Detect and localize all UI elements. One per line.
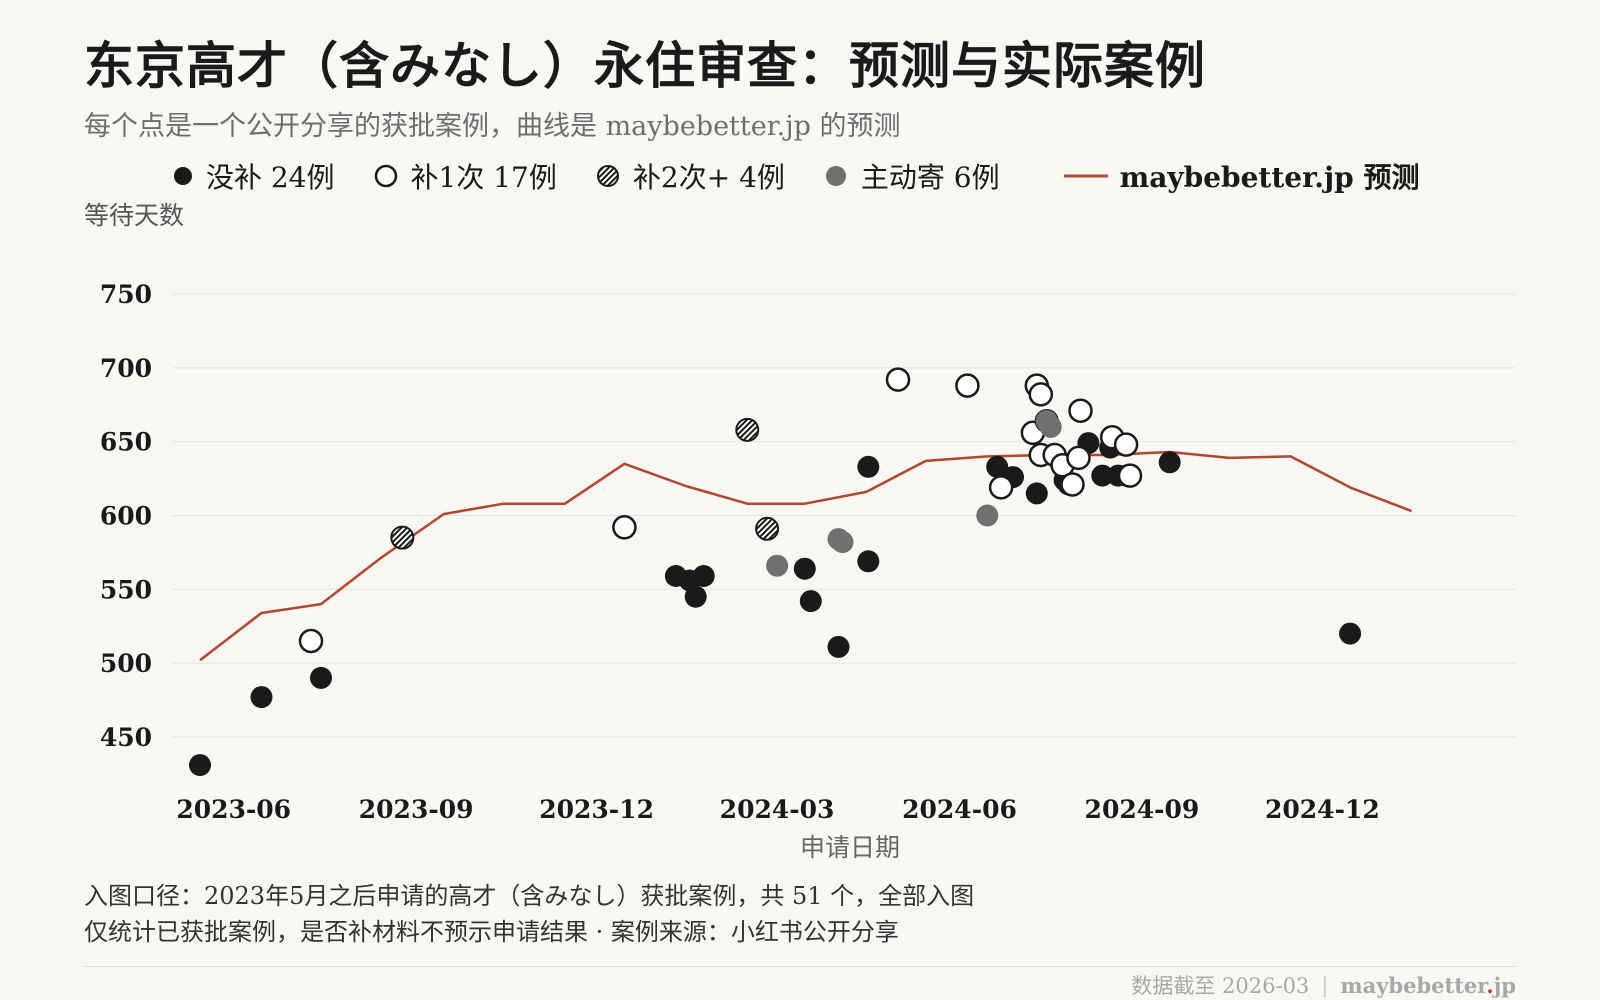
x-tick-label: 2023-06 xyxy=(176,795,291,824)
point-no-supplement xyxy=(857,455,880,478)
point-supplement-once xyxy=(1113,432,1139,457)
point-supplement-twice xyxy=(735,417,760,442)
y-tick-label: 700 xyxy=(100,354,152,383)
chart-title: 东京高才（含みなし）永住审查：预测与实际案例 xyxy=(84,36,1206,95)
point-voluntary-mail xyxy=(1039,415,1062,438)
prediction-line xyxy=(199,450,1413,662)
point-no-supplement xyxy=(189,754,211,777)
point-no-supplement xyxy=(1158,451,1181,474)
y-tick-label: 500 xyxy=(100,649,152,678)
brand-dot: . xyxy=(1486,972,1494,998)
point-supplement-once xyxy=(1028,382,1054,407)
point-supplement-once xyxy=(885,367,911,392)
hatched-dot-icon xyxy=(596,165,619,187)
point-supplement-once xyxy=(1060,472,1085,497)
grey-dot-icon xyxy=(825,166,846,186)
y-tick-label: 750 xyxy=(100,280,152,309)
legend-item-prediction: maybebetter.jp 预测 xyxy=(1063,156,1420,196)
y-tick-label: 600 xyxy=(100,502,152,531)
point-supplement-twice xyxy=(755,516,780,541)
legend-item-no-supplement: 没补 24例 xyxy=(172,156,335,196)
footer: 数据截至 2026-03 | maybebetter.jp xyxy=(1131,970,1516,1000)
point-voluntary-mail xyxy=(766,554,789,577)
point-supplement-once xyxy=(1068,398,1093,423)
legend-item-voluntary-mail: 主动寄 6例 xyxy=(823,156,1000,196)
point-supplement-once xyxy=(988,475,1014,500)
footer-divider xyxy=(84,966,1516,967)
point-supplement-once xyxy=(1117,463,1143,488)
point-voluntary-mail xyxy=(831,531,854,554)
legend-item-supplement-twice: 补2次+ 4例 xyxy=(595,156,785,196)
point-no-supplement xyxy=(857,550,880,573)
point-no-supplement xyxy=(799,590,822,613)
legend: 没补 24例 补1次 17例 补2次+ 4例 主动寄 6例 maybebette… xyxy=(172,156,1458,196)
x-tick-label: 2024-12 xyxy=(1265,795,1380,824)
point-no-supplement xyxy=(793,557,816,580)
y-tick-label: 650 xyxy=(100,428,152,457)
point-voluntary-mail xyxy=(976,504,999,527)
note-disclaimer: 仅统计已获批案例，是否补材料不预示申请结果 · 案例来源：小红书公开分享 xyxy=(84,918,899,946)
point-supplement-once xyxy=(612,515,637,540)
point-no-supplement xyxy=(1025,482,1048,505)
legend-label-supplement-twice: 补2次+ 4例 xyxy=(632,161,785,194)
x-tick-label: 2024-06 xyxy=(902,795,1017,824)
legend-item-supplement-once: 补1次 17例 xyxy=(373,156,557,196)
point-no-supplement xyxy=(692,565,715,587)
legend-label-supplement-once: 补1次 17例 xyxy=(410,161,557,194)
point-no-supplement xyxy=(827,635,850,658)
note-scope: 入图口径：2023年5月之后申请的高才（含みなし）获批案例，共 51 个，全部入… xyxy=(84,882,975,910)
filled-dot-icon xyxy=(174,167,192,185)
y-axis-title: 等待天数 xyxy=(84,201,185,230)
legend-label-prediction: maybebetter.jp 预测 xyxy=(1119,161,1420,194)
x-tick-label: 2023-12 xyxy=(539,795,654,824)
data-date: 数据截至 2026-03 xyxy=(1131,974,1310,998)
x-axis-title: 申请日期 xyxy=(799,833,900,862)
chart-subtitle: 每个点是一个公开分享的获批案例，曲线是 maybebetter.jp 的预测 xyxy=(84,111,901,142)
x-tick-label: 2024-03 xyxy=(720,795,835,824)
point-supplement-once xyxy=(298,628,324,654)
brand-name: maybebetter xyxy=(1340,972,1487,998)
y-tick-label: 550 xyxy=(100,575,152,604)
point-no-supplement xyxy=(1339,622,1362,645)
point-no-supplement xyxy=(250,686,273,709)
legend-label-no-supplement: 没补 24例 xyxy=(206,161,335,194)
prediction-line-icon xyxy=(1063,174,1108,178)
point-supplement-twice xyxy=(390,525,415,550)
x-tick-label: 2023-09 xyxy=(359,795,474,824)
y-tick-label: 450 xyxy=(100,723,152,752)
point-no-supplement xyxy=(684,585,707,608)
point-supplement-once xyxy=(955,373,980,398)
point-supplement-once xyxy=(1066,445,1091,471)
footer-separator: | xyxy=(1321,973,1329,997)
point-no-supplement xyxy=(1091,464,1114,487)
brand-suffix: jp xyxy=(1493,972,1516,998)
footer-brand: maybebetter.jp xyxy=(1340,973,1516,998)
x-tick-label: 2024-09 xyxy=(1085,795,1200,824)
point-no-supplement xyxy=(310,666,332,689)
point-no-supplement xyxy=(986,455,1009,478)
hollow-dot-icon xyxy=(374,164,397,188)
legend-label-voluntary-mail: 主动寄 6例 xyxy=(860,161,1000,194)
